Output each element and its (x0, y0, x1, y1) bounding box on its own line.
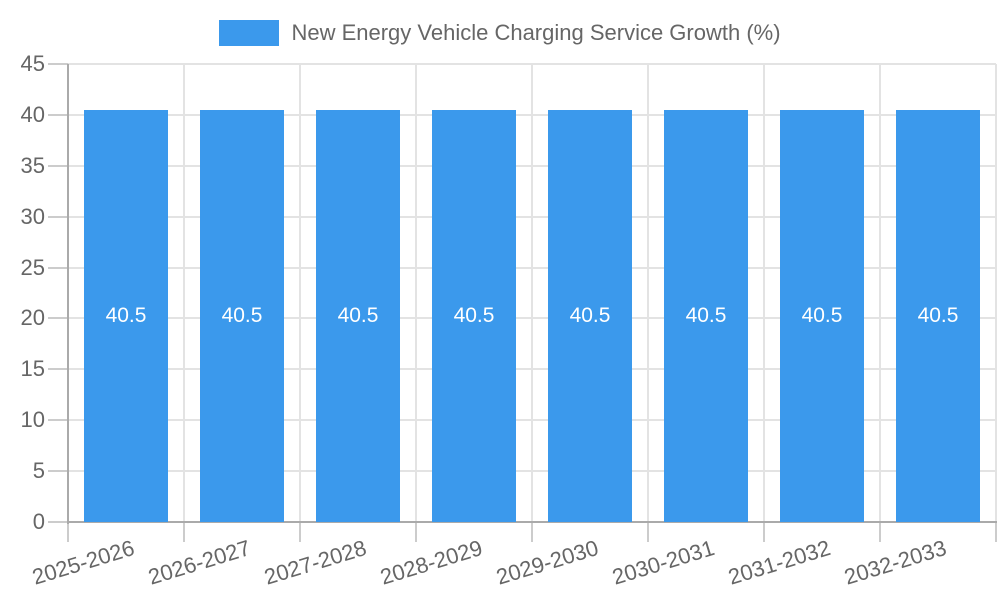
x-axis-tick-label: 2029-2030 (493, 535, 602, 590)
legend-item[interactable]: New Energy Vehicle Charging Service Grow… (219, 20, 781, 46)
y-axis-tick-label: 10 (20, 407, 45, 433)
y-axis-tick-label: 40 (20, 101, 45, 127)
x-axis-tick (763, 522, 765, 542)
y-axis-tick (48, 266, 68, 269)
y-axis-tick-label: 25 (20, 254, 45, 280)
bar-value-label: 40.5 (801, 303, 843, 327)
legend: New Energy Vehicle Charging Service Grow… (0, 20, 1000, 46)
x-axis-tick-label: 2028-2029 (377, 535, 486, 590)
bar[interactable] (780, 109, 864, 522)
x-axis-tick (67, 522, 69, 542)
y-axis-tick-label: 15 (20, 356, 45, 382)
y-axis-tick (48, 215, 68, 218)
legend-swatch-icon (219, 20, 280, 46)
x-axis-tick (299, 522, 301, 542)
bar[interactable] (84, 109, 168, 522)
x-axis-tick (879, 522, 881, 542)
y-axis-tick-label: 30 (20, 203, 45, 229)
bar-value-label: 40.5 (917, 303, 959, 327)
x-axis-tick-label: 2026-2027 (145, 535, 254, 590)
bar[interactable] (548, 109, 632, 522)
x-axis-tick (995, 522, 997, 542)
y-axis-tick-label: 5 (32, 458, 45, 484)
gridline-vertical (879, 64, 881, 522)
bar[interactable] (896, 109, 980, 522)
x-axis-line (67, 521, 997, 523)
bar[interactable] (432, 109, 516, 522)
y-axis-tick (48, 368, 68, 371)
bar-value-label: 40.5 (221, 303, 263, 327)
gridline-vertical (647, 64, 649, 522)
bar[interactable] (316, 109, 400, 522)
bar-value-label: 40.5 (105, 303, 147, 327)
gridline-vertical (763, 64, 765, 522)
y-axis-tick-label: 0 (32, 509, 45, 534)
y-axis-tick (48, 317, 68, 320)
y-axis-tick-label: 45 (20, 51, 45, 76)
bar-value-label: 40.5 (337, 303, 379, 327)
y-axis-tick-label: 35 (20, 152, 45, 178)
x-axis-tick-label: 2025-2026 (29, 535, 138, 590)
x-axis-tick-label: 2032-2033 (841, 535, 950, 590)
x-axis-tick (415, 522, 417, 542)
y-axis-tick-label: 20 (20, 305, 45, 331)
y-axis-tick (48, 470, 68, 473)
bar-value-label: 40.5 (685, 303, 727, 327)
y-axis-tick (48, 63, 68, 65)
gridline-vertical (531, 64, 533, 522)
gridline-vertical (183, 64, 185, 522)
x-axis-tick-label: 2027-2028 (261, 535, 370, 590)
x-axis-tick (183, 522, 185, 542)
x-axis-tick (531, 522, 533, 542)
x-axis-tick-label: 2030-2031 (609, 535, 718, 590)
x-axis-tick (647, 522, 649, 542)
legend-label: New Energy Vehicle Charging Service Grow… (291, 20, 781, 45)
gridline-vertical (995, 64, 997, 522)
bar-value-label: 40.5 (453, 303, 495, 327)
bar[interactable] (664, 109, 748, 522)
y-axis-tick (48, 164, 68, 167)
x-axis-tick-label: 2031-2032 (725, 535, 834, 590)
gridline-vertical (299, 64, 301, 522)
bar-value-label: 40.5 (569, 303, 611, 327)
bar[interactable] (200, 109, 284, 522)
y-axis-line (67, 64, 69, 524)
gridline-vertical (415, 64, 417, 522)
y-axis-tick (48, 419, 68, 422)
y-axis-tick (48, 113, 68, 116)
y-axis-tick (48, 521, 68, 523)
